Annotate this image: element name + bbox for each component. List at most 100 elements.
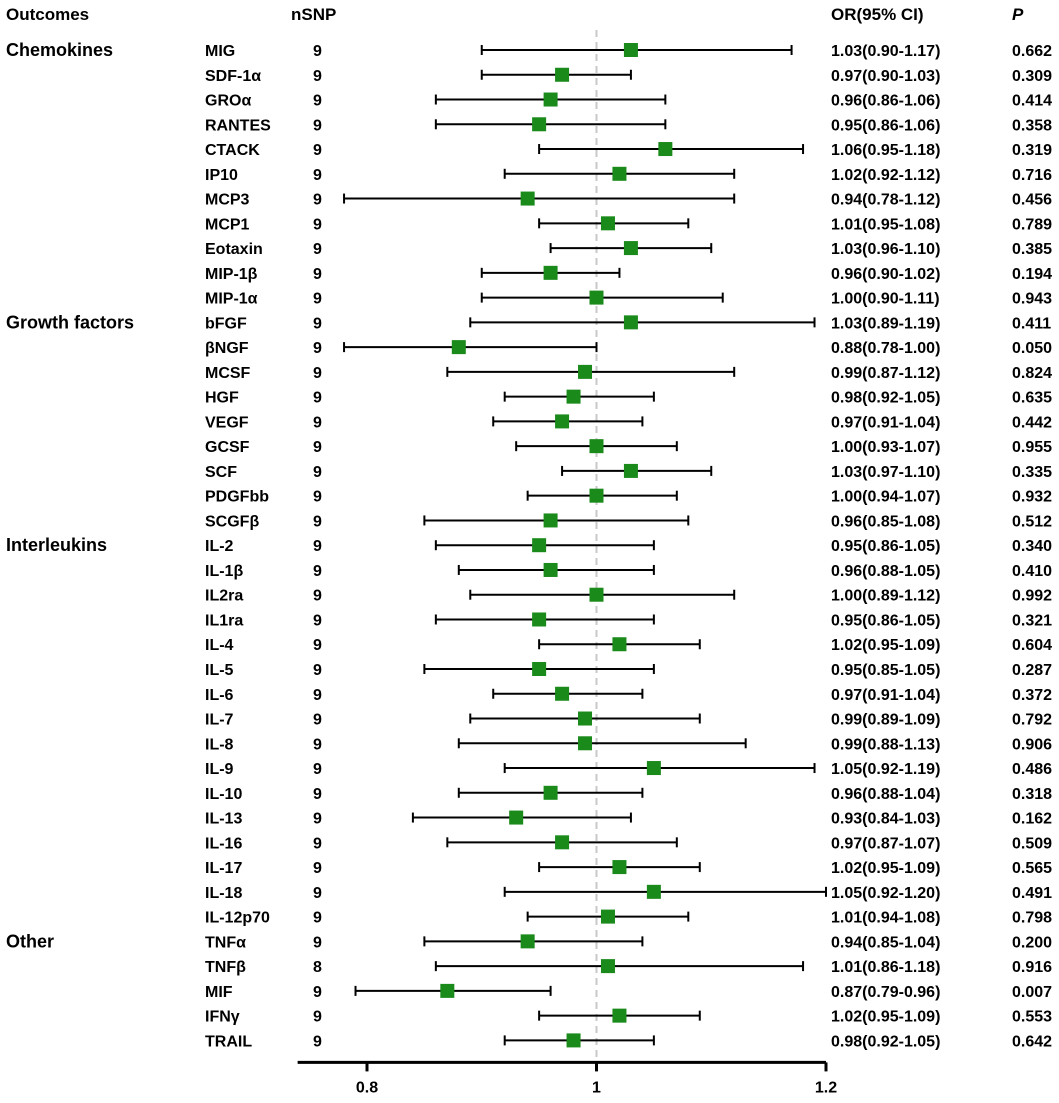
outcome-label: MCP3 [205,192,250,209]
row-SCGFβ: SCGFβ 9 0.96(0.85-1.08) 0.512 [205,513,1052,530]
or-point-marker [520,934,535,949]
nsnp-value: 9 [313,910,322,927]
or-ci-value: 1.00(0.94-1.07) [831,489,940,506]
nsnp-value: 9 [313,612,322,629]
row-IL-10: IL-10 9 0.96(0.88-1.04) 0.318 [205,785,1052,803]
p-value: 0.642 [1012,1033,1052,1050]
row-IL-7: IL-7 9 0.99(0.89-1.09) 0.792 [205,711,1052,729]
outcome-label: SCF [205,464,237,481]
outcome-label: βNGF [205,340,249,357]
outcome-label: MCSF [205,365,251,382]
p-value: 0.716 [1012,167,1052,184]
or-ci-value: 0.98(0.92-1.05) [831,390,940,407]
row-HGF: HGF 9 0.98(0.92-1.05) 0.635 [205,389,1052,407]
or-ci-value: 1.01(0.86-1.18) [831,959,940,976]
row-TRAIL: TRAIL 9 0.98(0.92-1.05) 0.642 [205,1033,1052,1050]
row-IL-6: IL-6 9 0.97(0.91-1.04) 0.372 [205,686,1052,704]
nsnp-value: 9 [313,513,322,530]
nsnp-value: 9 [313,811,322,828]
p-value: 0.318 [1012,786,1052,803]
or-ci-value: 0.94(0.85-1.04) [831,934,940,951]
or-ci-value: 1.03(0.89-1.19) [831,315,940,332]
or-ci-value: 1.00(0.89-1.12) [831,588,940,605]
nsnp-value: 9 [313,117,322,134]
or-ci-value: 0.99(0.88-1.13) [831,736,940,753]
or-point-marker [532,662,547,676]
or-point-marker [543,562,558,577]
or-ci-value: 0.97(0.90-1.03) [831,68,940,85]
or-point-marker [612,166,627,181]
or-ci-value: 0.96(0.88-1.04) [831,786,940,803]
nsnp-value: 9 [313,464,322,481]
or-ci-value: 1.01(0.95-1.08) [831,216,940,233]
or-point-marker [566,389,581,404]
outcome-label: IL-12p70 [205,910,270,927]
or-ci-value: 1.01(0.94-1.08) [831,910,940,927]
p-value: 0.050 [1012,340,1052,357]
row-IP10: IP10 9 1.02(0.92-1.12) 0.716 [205,166,1052,184]
or-point-marker [623,315,638,330]
nsnp-value: 9 [313,43,322,60]
row-IL1ra: IL1ra 9 0.95(0.86-1.05) 0.321 [205,612,1052,629]
p-value: 0.309 [1012,68,1052,85]
or-point-marker [543,513,558,528]
or-ci-value: 0.98(0.92-1.05) [831,1033,940,1050]
or-ci-value: 0.97(0.87-1.07) [831,835,940,852]
p-value: 0.635 [1012,390,1052,407]
nsnp-value: 9 [313,885,322,902]
or-point-marker [543,265,558,280]
or-point-marker [543,785,558,800]
row-IL-9: IL-9 9 1.05(0.92-1.19) 0.486 [205,761,1052,778]
row-GCSF: GCSF 9 1.00(0.93-1.07) 0.955 [205,439,1052,456]
row-IL-12p70: IL-12p70 9 1.01(0.94-1.08) 0.798 [205,909,1052,927]
outcome-label: IL-9 [205,761,234,778]
row-IFNγ: IFNγ 9 1.02(0.95-1.09) 0.553 [205,1008,1052,1026]
or-point-marker [589,439,604,454]
outcome-label: MIF [205,984,233,1001]
or-point-marker [543,92,558,107]
nsnp-value: 9 [313,390,322,407]
or-point-marker [451,340,466,355]
outcome-label: IL-17 [205,860,242,877]
outcome-label: IL-18 [205,885,242,902]
or-ci-value: 0.96(0.90-1.02) [831,266,940,283]
outcome-label: RANTES [205,117,271,134]
or-point-marker [612,637,627,652]
row-SCF: SCF 9 1.03(0.97-1.10) 0.335 [205,463,1052,481]
outcome-label: IL-13 [205,811,242,828]
outcome-label: IP10 [205,167,238,184]
x-tick-label: 1 [592,1079,601,1096]
row-MIP-1β: MIP-1β 9 0.96(0.90-1.02) 0.194 [205,265,1052,283]
or-point-marker [555,686,570,701]
or-point-marker [600,959,615,974]
nsnp-value: 9 [313,984,322,1001]
nsnp-value: 9 [313,68,322,85]
p-value: 0.442 [1012,414,1052,431]
or-point-marker [623,43,638,57]
or-ci-value: 1.03(0.96-1.10) [831,241,940,258]
or-point-marker [646,761,661,776]
or-ci-value: 0.96(0.86-1.06) [831,93,940,110]
outcome-label: GCSF [205,439,250,456]
row-βNGF: βNGF 9 0.88(0.78-1.00) 0.050 [205,340,1052,357]
nsnp-value: 9 [313,637,322,654]
or-ci-value: 1.02(0.95-1.09) [831,1009,940,1026]
p-value: 0.335 [1012,464,1052,481]
p-value: 0.410 [1012,563,1052,580]
or-ci-value: 0.93(0.84-1.03) [831,811,940,828]
nsnp-value: 9 [313,93,322,110]
or-point-marker [578,711,593,726]
row-MCSF: MCSF 9 0.99(0.87-1.12) 0.824 [205,364,1052,382]
or-ci-value: 1.05(0.92-1.20) [831,885,940,902]
p-value: 0.553 [1012,1009,1052,1026]
or-point-marker [600,216,615,231]
row-PDGFbb: PDGFbb 9 1.00(0.94-1.07) 0.932 [205,488,1052,506]
nsnp-value: 9 [313,315,322,332]
header-or-ci: OR(95% CI) [831,5,924,24]
p-value: 0.385 [1012,241,1052,258]
nsnp-value: 9 [313,291,322,308]
table-header: Outcomes nSNP OR(95% CI) P [6,5,1024,24]
p-value: 0.509 [1012,835,1052,852]
p-value: 0.992 [1012,588,1052,605]
